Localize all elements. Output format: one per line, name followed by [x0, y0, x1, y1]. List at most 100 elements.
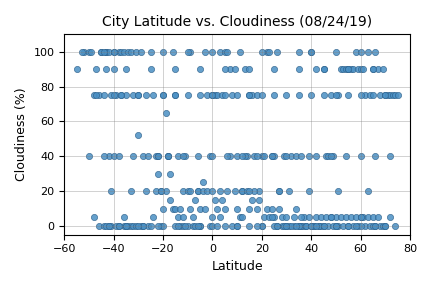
Point: [86, 154, 92, 159]
Point: [140, 154, 147, 159]
Point: [357, 154, 364, 159]
Point: [357, 224, 364, 228]
Point: [127, 189, 134, 194]
Point: [286, 224, 292, 228]
Point: [335, 189, 342, 194]
Point: [246, 67, 253, 71]
Point: [224, 50, 231, 54]
Point: [256, 198, 263, 202]
Point: [159, 224, 166, 228]
Point: [244, 189, 251, 194]
Point: [288, 154, 295, 159]
Point: [189, 215, 196, 220]
Point: [175, 224, 181, 228]
Point: [268, 154, 275, 159]
Point: [202, 206, 209, 211]
Point: [236, 50, 243, 54]
Point: [226, 154, 233, 159]
Point: [295, 67, 302, 71]
Point: [352, 224, 359, 228]
Point: [325, 224, 332, 228]
Point: [113, 93, 120, 98]
Point: [98, 50, 105, 54]
Point: [90, 93, 97, 98]
Point: [105, 50, 112, 54]
Point: [209, 189, 216, 194]
Point: [246, 93, 253, 98]
Point: [199, 189, 206, 194]
Point: [330, 154, 337, 159]
Point: [362, 224, 369, 228]
Point: [78, 50, 85, 54]
Point: [308, 50, 314, 54]
Point: [261, 154, 268, 159]
Point: [268, 215, 275, 220]
Point: [278, 215, 285, 220]
Point: [187, 206, 194, 211]
Point: [248, 198, 255, 202]
Point: [98, 50, 105, 54]
Point: [103, 50, 110, 54]
Point: [179, 154, 186, 159]
Point: [162, 110, 169, 115]
Point: [165, 154, 172, 159]
Point: [221, 67, 228, 71]
Point: [347, 67, 354, 71]
Point: [392, 93, 399, 98]
Point: [140, 224, 147, 228]
Point: [244, 154, 251, 159]
Point: [159, 93, 166, 98]
Point: [197, 93, 203, 98]
Point: [365, 189, 372, 194]
Point: [159, 93, 166, 98]
Point: [100, 50, 107, 54]
Point: [184, 189, 191, 194]
Point: [103, 67, 110, 71]
Point: [221, 224, 228, 228]
Point: [167, 198, 174, 202]
Point: [367, 224, 374, 228]
Point: [165, 154, 172, 159]
Point: [293, 154, 300, 159]
Point: [379, 224, 386, 228]
Point: [357, 215, 364, 220]
Point: [108, 224, 114, 228]
Point: [192, 198, 199, 202]
Point: [308, 93, 314, 98]
Point: [384, 93, 391, 98]
Point: [175, 215, 181, 220]
Point: [365, 50, 372, 54]
Point: [283, 154, 290, 159]
Point: [238, 215, 245, 220]
Point: [295, 50, 302, 54]
Point: [103, 50, 110, 54]
Point: [135, 93, 142, 98]
Point: [332, 50, 339, 54]
Point: [197, 224, 203, 228]
Point: [359, 215, 366, 220]
Point: [120, 224, 127, 228]
Point: [271, 154, 278, 159]
Point: [155, 171, 162, 176]
Point: [184, 50, 191, 54]
Point: [155, 154, 162, 159]
Point: [169, 50, 176, 54]
Point: [283, 224, 290, 228]
Point: [365, 215, 372, 220]
Point: [110, 93, 117, 98]
Point: [182, 154, 189, 159]
Point: [206, 224, 213, 228]
Point: [308, 50, 314, 54]
Point: [273, 224, 280, 228]
Point: [337, 67, 344, 71]
Point: [305, 189, 312, 194]
Point: [315, 224, 322, 228]
Point: [295, 224, 302, 228]
Point: [221, 206, 228, 211]
X-axis label: Latitude: Latitude: [211, 260, 263, 273]
Point: [305, 154, 312, 159]
Point: [369, 215, 376, 220]
Point: [332, 224, 339, 228]
Point: [125, 224, 132, 228]
Point: [172, 206, 179, 211]
